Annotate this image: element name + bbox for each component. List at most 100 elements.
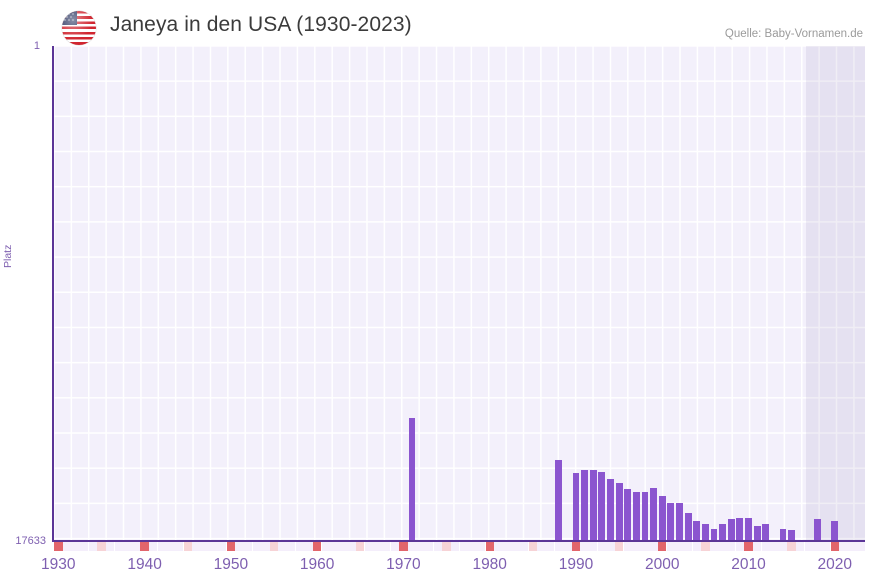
x-axis-tick xyxy=(511,542,520,551)
x-axis-tick xyxy=(131,542,141,551)
x-axis-tick xyxy=(692,542,701,551)
x-axis-tick xyxy=(571,542,581,551)
flag-canton xyxy=(62,11,77,25)
bar[interactable] xyxy=(814,519,821,541)
x-axis-tick xyxy=(468,542,477,551)
bar[interactable] xyxy=(624,489,632,541)
y-axis-title: Platz xyxy=(2,244,14,268)
x-axis-tick xyxy=(589,542,598,551)
x-axis-tick xyxy=(62,542,72,551)
bar[interactable] xyxy=(701,524,709,541)
x-axis-tick xyxy=(563,542,572,551)
x-axis-tick xyxy=(174,542,184,551)
x-axis-tick xyxy=(252,542,261,551)
x-axis-tick xyxy=(183,542,192,551)
x-axis-tick xyxy=(71,542,80,551)
bar[interactable] xyxy=(753,526,761,541)
bar[interactable] xyxy=(632,492,640,541)
us-flag-icon xyxy=(62,11,96,45)
y-axis-line xyxy=(52,46,55,542)
bar[interactable] xyxy=(736,518,744,541)
x-axis-tick xyxy=(364,542,374,551)
x-axis-tick xyxy=(649,542,658,551)
x-axis-tick xyxy=(140,542,149,551)
x-axis-tick xyxy=(373,542,382,551)
bar[interactable] xyxy=(693,521,701,541)
x-axis-tick xyxy=(330,542,339,551)
bar[interactable] xyxy=(408,418,416,541)
x-axis-tick xyxy=(149,542,158,551)
bar[interactable] xyxy=(667,503,675,541)
bar[interactable] xyxy=(598,472,606,541)
x-axis-tick xyxy=(356,542,365,551)
x-axis-tick xyxy=(312,542,322,551)
x-axis-tick xyxy=(701,542,710,551)
x-axis-tick xyxy=(744,542,753,551)
bar[interactable] xyxy=(615,483,623,541)
x-axis-tick xyxy=(813,542,822,551)
x-axis-tick xyxy=(226,542,236,551)
bar[interactable] xyxy=(719,524,727,541)
x-axis-tick xyxy=(640,542,650,551)
bar[interactable] xyxy=(581,470,589,541)
x-axis-tick xyxy=(390,542,399,551)
y-axis-bottom-label: 17633 xyxy=(15,535,46,547)
x-axis-tick xyxy=(752,542,762,551)
x-axis-tick xyxy=(269,542,279,551)
x-axis-tick xyxy=(200,542,210,551)
x-axis-tick xyxy=(450,542,460,551)
x-axis-tick xyxy=(425,542,434,551)
bar[interactable] xyxy=(641,492,649,541)
x-axis-tick-label: 2000 xyxy=(645,556,680,573)
x-axis-tick xyxy=(502,542,512,551)
x-axis-tick xyxy=(485,542,494,551)
x-axis-tick xyxy=(804,542,814,551)
x-axis-tick-label: 2010 xyxy=(731,556,766,573)
x-axis-tick xyxy=(166,542,175,551)
x-axis-tick xyxy=(287,542,296,551)
bar[interactable] xyxy=(658,496,666,541)
x-axis-tick xyxy=(856,542,865,551)
bar[interactable] xyxy=(710,529,718,541)
x-axis-tick xyxy=(105,542,115,551)
bar[interactable] xyxy=(684,513,692,541)
x-axis-tick xyxy=(209,542,218,551)
bar[interactable] xyxy=(727,519,735,541)
x-axis-tick xyxy=(537,542,546,551)
x-axis-tick xyxy=(399,542,408,551)
x-axis-tick xyxy=(295,542,305,551)
x-axis-tick xyxy=(416,542,425,551)
bar[interactable] xyxy=(650,488,658,541)
x-axis-tick xyxy=(683,542,693,551)
bar[interactable] xyxy=(745,518,752,541)
grid-lines xyxy=(54,46,865,541)
bar[interactable] xyxy=(831,521,839,541)
x-axis-tick xyxy=(796,542,805,551)
x-axis-tick-label: 1970 xyxy=(386,556,421,573)
bar[interactable] xyxy=(762,524,770,541)
x-axis-tick xyxy=(192,542,201,551)
bar[interactable] xyxy=(788,530,796,541)
bar[interactable] xyxy=(676,503,683,541)
bar[interactable] xyxy=(779,529,787,541)
x-axis-tick xyxy=(528,542,538,551)
x-axis-tick xyxy=(597,542,607,551)
bar[interactable] xyxy=(589,470,597,541)
x-axis-tick xyxy=(243,542,253,551)
bar[interactable] xyxy=(607,479,614,541)
x-axis-tick xyxy=(623,542,632,551)
x-axis-tick xyxy=(675,542,684,551)
bar[interactable] xyxy=(555,460,563,541)
x-axis-tick-label: 1980 xyxy=(472,556,507,573)
x-axis-line xyxy=(52,540,865,543)
x-axis-tick xyxy=(494,542,503,551)
x-axis-tick xyxy=(261,542,270,551)
x-axis-tick xyxy=(735,542,745,551)
x-axis-tick xyxy=(235,542,244,551)
forecast-shaded-region xyxy=(806,46,865,541)
x-axis-tick xyxy=(718,542,727,551)
x-axis-tick xyxy=(632,542,641,551)
bar[interactable] xyxy=(572,473,580,541)
x-axis-tick-label: 1960 xyxy=(299,556,335,573)
